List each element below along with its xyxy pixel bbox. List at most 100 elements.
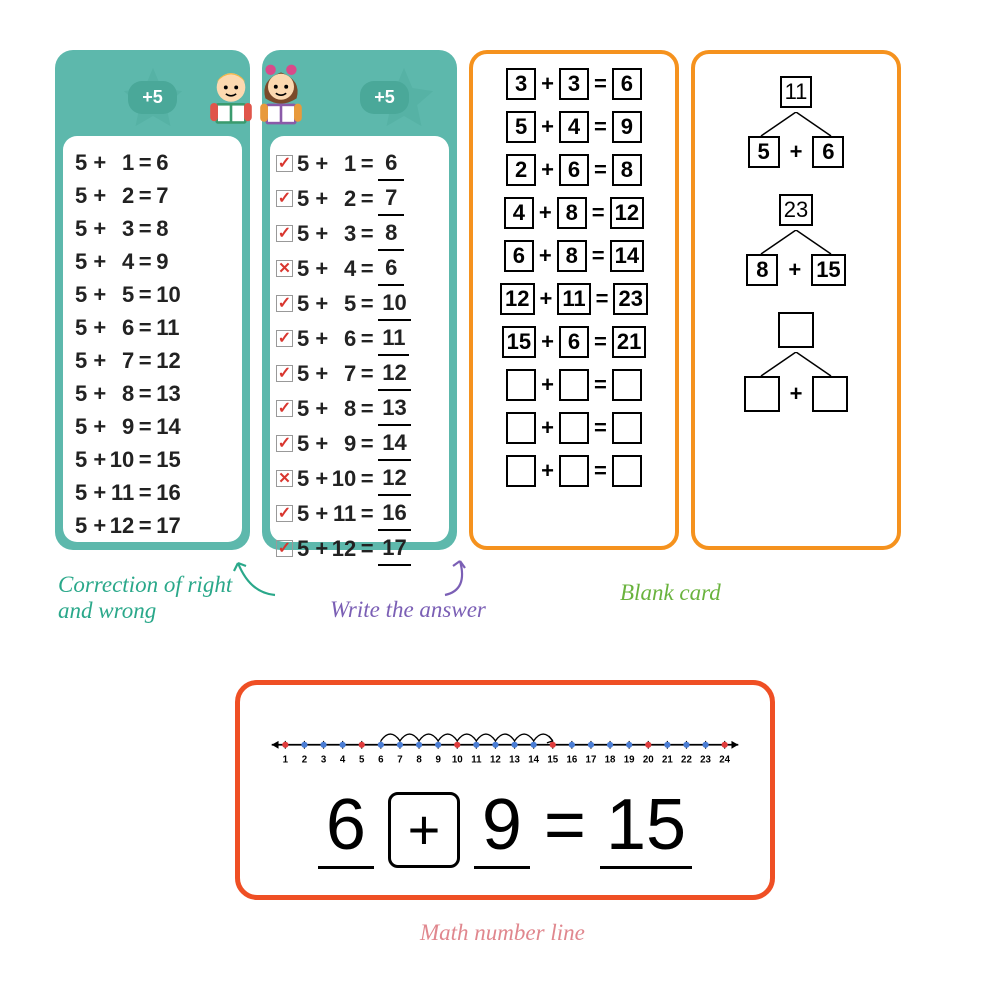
checked-card: +5 ✓5 +1=6✓5 +2=7✓5 +3=8✕5 +4=6✓5 +5=10✓… <box>262 50 457 550</box>
numberline-card: 123456789101112131415161718192021222324 … <box>235 680 775 900</box>
svg-text:4: 4 <box>340 754 346 765</box>
check-icon: ✓ <box>276 295 293 312</box>
svg-text:15: 15 <box>547 754 558 765</box>
check-icon: ✓ <box>276 155 293 172</box>
equation-row-checked: ✓5 +5=10 <box>276 286 437 321</box>
svg-text:22: 22 <box>681 754 692 765</box>
svg-text:3: 3 <box>321 754 327 765</box>
card1-header: +5 <box>63 58 242 136</box>
girl-reading-icon <box>242 62 320 140</box>
box-equation-row: 12+11=23 <box>483 283 665 315</box>
box-equation-row: 2+6=8 <box>483 154 665 186</box>
box-equation-row: 0+0=0 <box>483 369 665 401</box>
numberline-svg: 123456789101112131415161718192021222324 <box>262 703 748 773</box>
numberline-equation: 6 + 9 = 15 <box>262 784 748 869</box>
svg-text:7: 7 <box>397 754 402 765</box>
caption-blank: Blank card <box>620 580 721 606</box>
check-icon: ✓ <box>276 365 293 382</box>
equation-row: 5 +9=14 <box>75 410 230 443</box>
bond-lines-icon <box>741 230 851 254</box>
card1-body: 5 +1=65 +2=75 +3=85 +4=95 +5=105 +6=115 … <box>63 136 242 542</box>
bond-lines-icon <box>741 352 851 376</box>
equation-row: 5 +8=13 <box>75 377 230 410</box>
svg-text:20: 20 <box>643 754 654 765</box>
number-bonds-card: 11 5+6 23 8+15 0 0+0 <box>691 50 901 550</box>
number-bond: 11 5+6 <box>705 76 887 168</box>
box-equation-row: 3+3=6 <box>483 68 665 100</box>
number-bond: 0 0+0 <box>705 312 887 412</box>
equation-row-checked: ✓5 +3=8 <box>276 216 437 251</box>
caption-correction: Correction of right and wrong <box>58 572 258 624</box>
equation-row-checked: ✓5 +12=17 <box>276 531 437 566</box>
svg-text:1: 1 <box>283 754 289 765</box>
plus5-badge: +5 <box>360 81 409 114</box>
nl-op: + <box>388 792 460 868</box>
svg-text:11: 11 <box>471 754 482 765</box>
svg-text:6: 6 <box>378 754 384 765</box>
equation-row: 5 +12=17 <box>75 509 230 542</box>
equation-row-checked: ✓5 +6=11 <box>276 321 437 356</box>
card2-header: +5 <box>270 58 449 136</box>
x-icon: ✕ <box>276 470 293 487</box>
svg-text:10: 10 <box>452 754 463 765</box>
equation-row: 5 +3=8 <box>75 212 230 245</box>
svg-text:18: 18 <box>605 754 616 765</box>
equation-row-checked: ✓5 +11=16 <box>276 496 437 531</box>
box-equation-row: 4+8=12 <box>483 197 665 229</box>
number-bond: 23 8+15 <box>705 194 887 286</box>
equation-row: 5 +11=16 <box>75 476 230 509</box>
check-icon: ✓ <box>276 435 293 452</box>
equation-row-checked: ✓5 +2=7 <box>276 181 437 216</box>
equation-row: 5 +5=10 <box>75 278 230 311</box>
svg-text:8: 8 <box>416 754 422 765</box>
check-icon: ✓ <box>276 330 293 347</box>
equation-row: 5 +4=9 <box>75 245 230 278</box>
equation-row: 5 +7=12 <box>75 344 230 377</box>
svg-text:24: 24 <box>719 754 730 765</box>
caption-write: Write the answer <box>330 597 486 623</box>
check-icon: ✓ <box>276 505 293 522</box>
equation-row-checked: ✓5 +8=13 <box>276 391 437 426</box>
svg-text:19: 19 <box>624 754 635 765</box>
equation-row-checked: ✕5 +10=12 <box>276 461 437 496</box>
svg-text:13: 13 <box>509 754 520 765</box>
bond-lines-icon <box>741 112 851 136</box>
equation-row-checked: ✓5 +1=6 <box>276 146 437 181</box>
x-icon: ✕ <box>276 260 293 277</box>
equation-row-checked: ✕5 +4=6 <box>276 251 437 286</box>
svg-text:16: 16 <box>566 754 577 765</box>
svg-text:17: 17 <box>586 754 597 765</box>
svg-text:5: 5 <box>359 754 365 765</box>
check-icon: ✓ <box>276 225 293 242</box>
plus5-badge: +5 <box>128 81 177 114</box>
arrow-icon <box>440 555 490 600</box>
box-equation-row: 0+0=0 <box>483 412 665 444</box>
box-equation-row: 6+8=14 <box>483 240 665 272</box>
svg-text:2: 2 <box>302 754 308 765</box>
check-icon: ✓ <box>276 190 293 207</box>
blank-equations-card: 3+3=6 5+4=9 2+6=8 4+8=12 6+8=14 12+11=23 15+6=… <box>469 50 679 550</box>
box-equation-row: 0+0=0 <box>483 455 665 487</box>
box-equation-row: 5+4=9 <box>483 111 665 143</box>
caption-numberline: Math number line <box>420 920 585 946</box>
card2-body: ✓5 +1=6✓5 +2=7✓5 +3=8✕5 +4=6✓5 +5=10✓5 +… <box>270 136 449 542</box>
svg-text:12: 12 <box>490 754 501 765</box>
equation-row: 5 +2=7 <box>75 179 230 212</box>
check-icon: ✓ <box>276 400 293 417</box>
svg-text:21: 21 <box>662 754 673 765</box>
nl-b: 9 <box>474 784 530 869</box>
svg-text:23: 23 <box>700 754 711 765</box>
nl-a: 6 <box>318 784 374 869</box>
equation-row: 5 +10=15 <box>75 443 230 476</box>
box-equation-row: 15+6=21 <box>483 326 665 358</box>
arrow-icon <box>230 555 290 600</box>
nl-eq: = <box>544 784 586 866</box>
svg-text:14: 14 <box>528 754 539 765</box>
nl-ans: 15 <box>600 784 692 869</box>
equation-row: 5 +6=11 <box>75 311 230 344</box>
equation-row-checked: ✓5 +9=14 <box>276 426 437 461</box>
equation-row-checked: ✓5 +7=12 <box>276 356 437 391</box>
answers-card: +5 5 +1=65 +2=75 +3=85 +4=95 +5=105 +6=1… <box>55 50 250 550</box>
svg-text:9: 9 <box>435 754 441 765</box>
equation-row: 5 +1=6 <box>75 146 230 179</box>
